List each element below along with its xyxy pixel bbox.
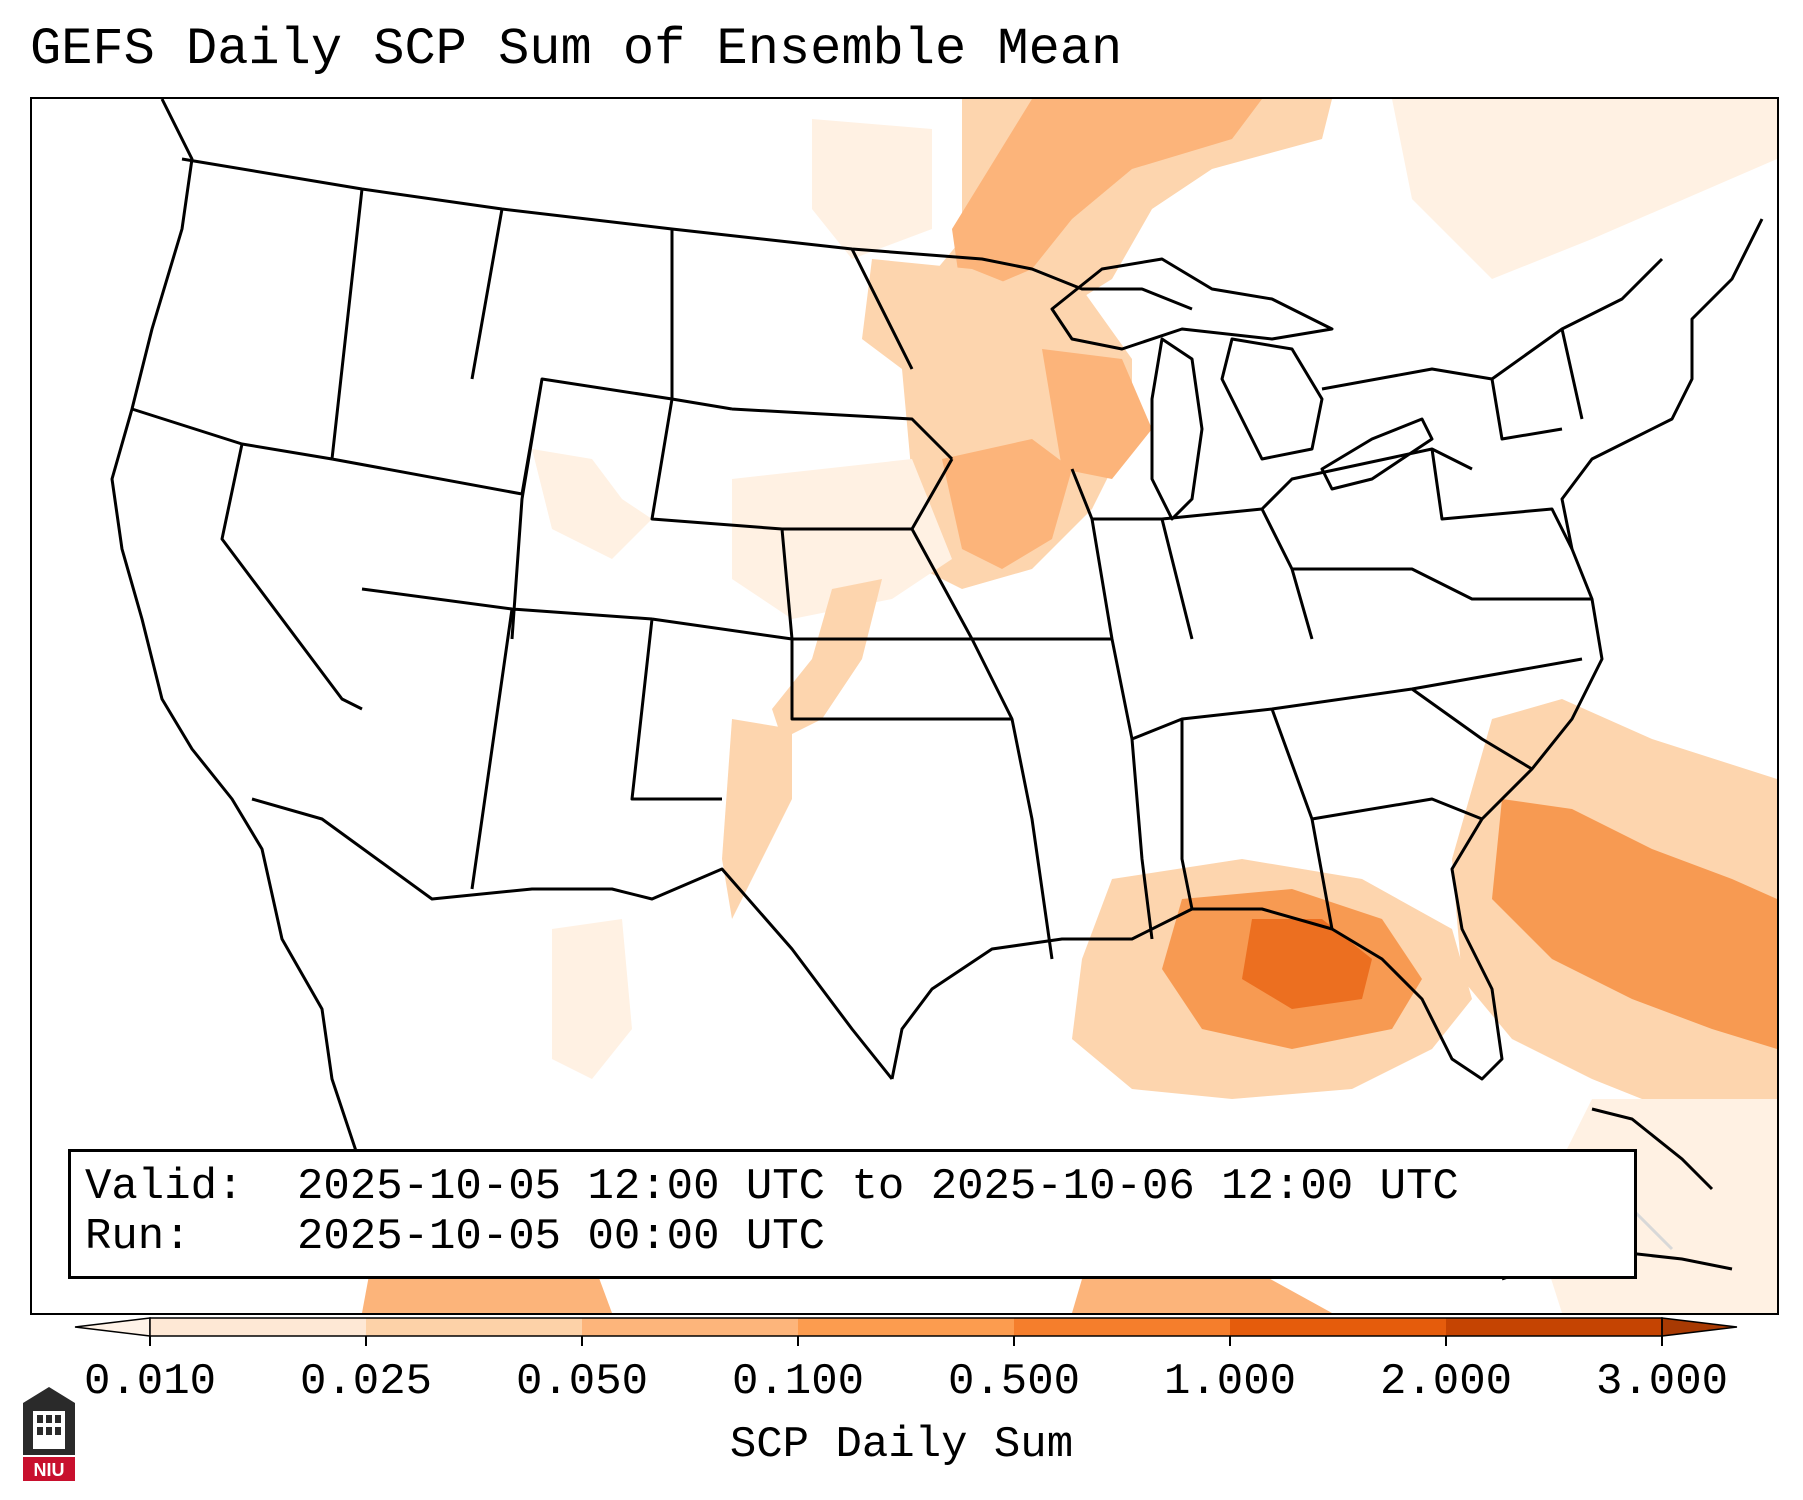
map-panel: Valid: 2025-10-05 12:00 UTC to 2025-10-06…	[30, 97, 1779, 1315]
field-mexico	[552, 919, 632, 1079]
valid-label: Valid:	[85, 1162, 244, 1212]
field-iowa	[942, 439, 1072, 569]
field-atlantic-core	[1492, 799, 1777, 1049]
scp-field	[362, 99, 1777, 1313]
scp-map	[110, 99, 1777, 1313]
colorbar-tick-label: 0.500	[947, 1357, 1081, 1407]
lake-superior	[1050, 257, 1334, 351]
colorbar-tick-label: 0.050	[515, 1357, 649, 1407]
colorbar-segment	[798, 1318, 1015, 1336]
colorbar-frame	[149, 1317, 1663, 1337]
colorbar-tick-label: 0.025	[299, 1357, 433, 1407]
field-kansas-streak	[772, 579, 882, 739]
colorbar-tick-label: 3.000	[1595, 1357, 1729, 1407]
colorbar-extend-low	[74, 1317, 151, 1337]
field-wisconsin	[1042, 349, 1152, 479]
colorbar-segment	[582, 1318, 799, 1336]
lake-michigan	[1150, 337, 1204, 521]
field-gulf-deep	[1242, 919, 1372, 1009]
colorbar-segment	[366, 1318, 583, 1336]
colorbar-segment	[1446, 1318, 1663, 1336]
us-mexico-border	[251, 797, 894, 1080]
colorbar-tick-label: 1.000	[1163, 1357, 1297, 1407]
colorbar-tick-label: 0.100	[731, 1357, 865, 1407]
valid-value: 2025-10-05 12:00 UTC to 2025-10-06 12:00…	[297, 1162, 1459, 1212]
field-wy-co	[532, 449, 652, 559]
colorbar-tick-label: 0.010	[83, 1357, 217, 1407]
colorbar-segment	[1230, 1318, 1447, 1336]
field-northeast	[1392, 99, 1777, 279]
state-lines	[131, 188, 1664, 960]
colorbar-extend-high	[1661, 1317, 1738, 1337]
field-texas-panhandle	[722, 719, 792, 919]
run-label: Run:	[85, 1212, 191, 1262]
niu-logo: NIU	[23, 1387, 75, 1481]
us-canada-border	[181, 157, 1193, 311]
chart-title: GEFS Daily SCP Sum of Ensemble Mean	[30, 20, 1123, 79]
run-info-box: Valid: 2025-10-05 12:00 UTC to 2025-10-06…	[68, 1149, 1637, 1279]
field-dakota-patch	[812, 119, 932, 259]
colorbar-segment	[150, 1318, 367, 1336]
colorbar-tick-label: 2.000	[1379, 1357, 1513, 1407]
west-coastline	[110, 99, 364, 1170]
field-north-band-core	[952, 99, 1262, 299]
logo-text: NIU	[34, 1460, 65, 1480]
run-value: 2025-10-05 00:00 UTC	[297, 1212, 826, 1262]
field-south-strip-east	[1072, 1269, 1332, 1313]
colorbar-segment	[1014, 1318, 1231, 1336]
colorbar-title: SCP Daily Sum	[729, 1420, 1074, 1470]
valid-line: Valid: 2025-10-05 12:00 UTC to 2025-10-06…	[85, 1162, 1459, 1212]
gulf-coastline	[890, 218, 1764, 1081]
run-line: Run: 2025-10-05 00:00 UTC	[85, 1212, 825, 1262]
state-boundaries	[110, 99, 1764, 1170]
lake-huron-erie	[1220, 337, 1434, 491]
